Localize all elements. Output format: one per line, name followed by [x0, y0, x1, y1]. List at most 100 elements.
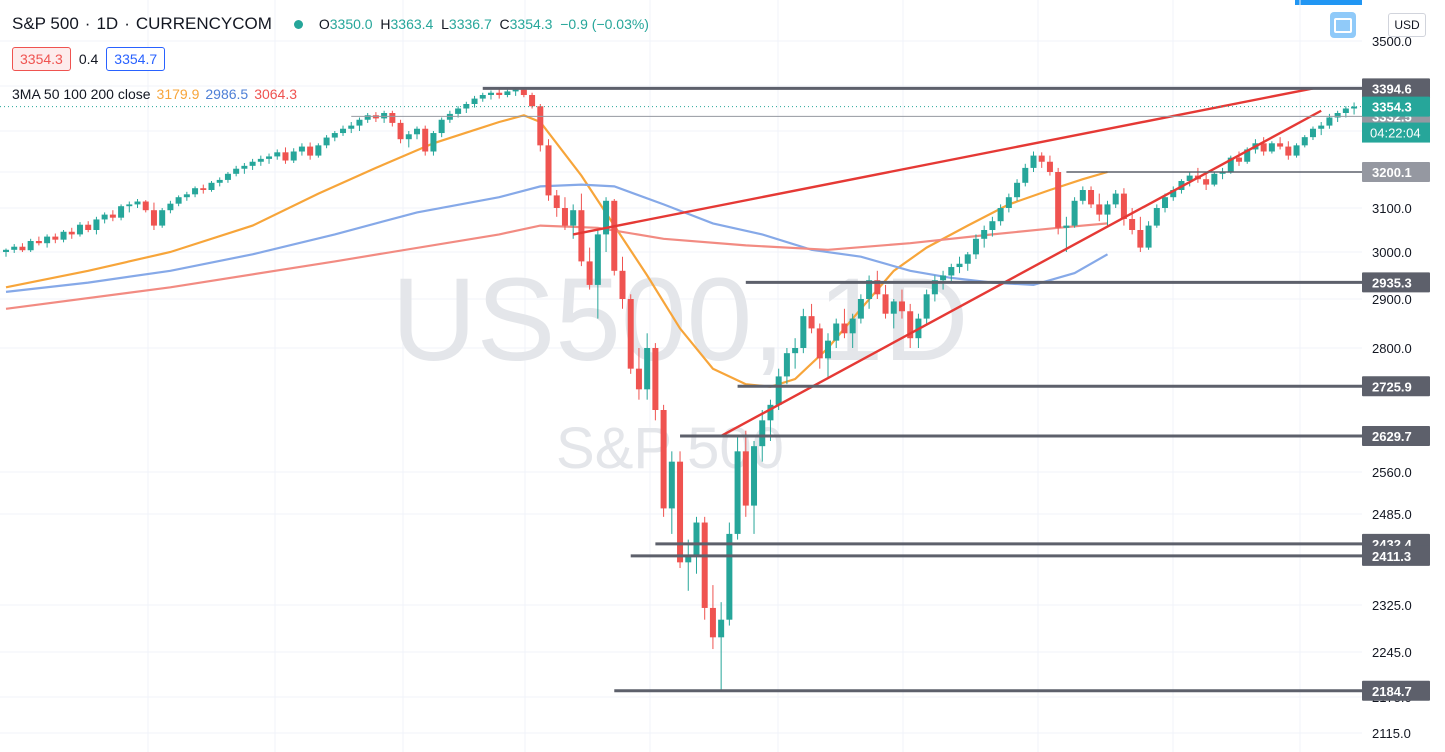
candle-body [751, 446, 758, 506]
candle [907, 303, 914, 348]
candle [150, 202, 157, 230]
candle-body [422, 128, 429, 152]
candle [1120, 188, 1127, 226]
candle [1170, 186, 1177, 201]
trendlines [572, 87, 1322, 438]
candle-body [1014, 182, 1021, 198]
buy-price-button[interactable]: 3354.7 [106, 47, 166, 71]
candle [1277, 137, 1284, 150]
candle-body [512, 89, 519, 92]
candle-body [471, 98, 478, 104]
candle [709, 585, 716, 650]
candle [331, 131, 338, 142]
indicator-legend[interactable]: 3MA 50 100 200 close 3179.9 2986.5 3064.… [12, 86, 297, 102]
candle-body [150, 210, 157, 226]
candle [167, 200, 174, 214]
candle-body [455, 108, 462, 114]
candle-body [1129, 219, 1136, 230]
candle-body [1112, 193, 1119, 205]
price-tag: 2411.3 [1362, 545, 1430, 566]
indicator-label: 3MA 50 100 200 close [12, 86, 151, 102]
candle [93, 216, 100, 235]
candle [890, 299, 897, 329]
candle [463, 101, 470, 113]
candle-body [1277, 143, 1284, 147]
candle [1055, 167, 1062, 235]
candle [372, 112, 379, 122]
candle-body [956, 263, 963, 268]
candle-body [389, 113, 396, 123]
candle [224, 172, 231, 183]
svg-text:3354.3: 3354.3 [1372, 100, 1412, 115]
candle [1063, 216, 1070, 252]
candle-body [142, 201, 149, 211]
price-axis-label: 3000.0 [1372, 245, 1412, 260]
candle-body [677, 461, 684, 563]
candle [964, 252, 971, 271]
open-value: 3350.0 [329, 16, 373, 32]
candle [1309, 126, 1316, 141]
candle [931, 275, 938, 302]
candle [1022, 163, 1029, 187]
candle-body [997, 208, 1004, 222]
candle-body [726, 533, 733, 620]
candle [553, 190, 560, 217]
candle [627, 294, 634, 374]
candle [1038, 152, 1045, 168]
candle [175, 195, 182, 207]
candle [389, 110, 396, 127]
candle [849, 313, 856, 348]
candle-body [1022, 167, 1029, 183]
candle-body [931, 280, 938, 295]
trendline[interactable] [720, 109, 1322, 438]
candle [972, 234, 979, 260]
candle-body [1236, 157, 1242, 162]
candle [586, 247, 593, 290]
camera-icon [1334, 17, 1352, 33]
candle-body [307, 146, 314, 156]
symbol-name[interactable]: S&P 500 [12, 14, 79, 33]
candle [192, 186, 199, 198]
candle [701, 516, 708, 620]
candle-body [660, 410, 667, 509]
svg-text:3200.1: 3200.1 [1372, 165, 1412, 180]
sell-price-button[interactable]: 3354.3 [12, 47, 71, 71]
candle-body [1153, 208, 1160, 226]
currency-button[interactable]: USD [1388, 13, 1426, 37]
candle [1071, 197, 1078, 228]
candle-body [1351, 106, 1358, 109]
candle [348, 122, 355, 134]
price-tag: 2184.7 [1362, 680, 1430, 701]
trendline[interactable] [572, 87, 1314, 236]
candle-body [323, 137, 330, 146]
candle-body [331, 133, 338, 138]
candle [3, 248, 9, 257]
candle-body [742, 451, 749, 506]
price-axis-label: 2115.0 [1372, 726, 1411, 741]
candle [1318, 122, 1325, 136]
candle-body [1046, 161, 1053, 172]
candle [800, 308, 807, 354]
price-tag: 2629.7 [1362, 425, 1430, 446]
candle [619, 256, 626, 309]
candle [1236, 151, 1242, 166]
price-axis-label: 2325.0 [1372, 598, 1412, 613]
interval-label[interactable]: 1D [96, 14, 119, 33]
candle-body [463, 104, 470, 109]
svg-text:2725.9: 2725.9 [1372, 379, 1412, 394]
price-tag: 3394.6 [1362, 78, 1430, 99]
candle-body [60, 231, 67, 240]
candle-body [866, 280, 873, 299]
candle [1145, 221, 1152, 250]
screenshot-button[interactable] [1330, 12, 1356, 38]
market-status-icon [293, 19, 303, 29]
candle-body [1088, 190, 1095, 205]
price-axis-label: 2245.0 [1372, 645, 1412, 660]
price-axis-label: 2485.0 [1372, 507, 1412, 522]
candle-body [1096, 204, 1103, 215]
candle [1112, 190, 1119, 208]
candle-body [685, 556, 692, 563]
candle [1096, 193, 1103, 222]
candle-body [183, 194, 190, 198]
